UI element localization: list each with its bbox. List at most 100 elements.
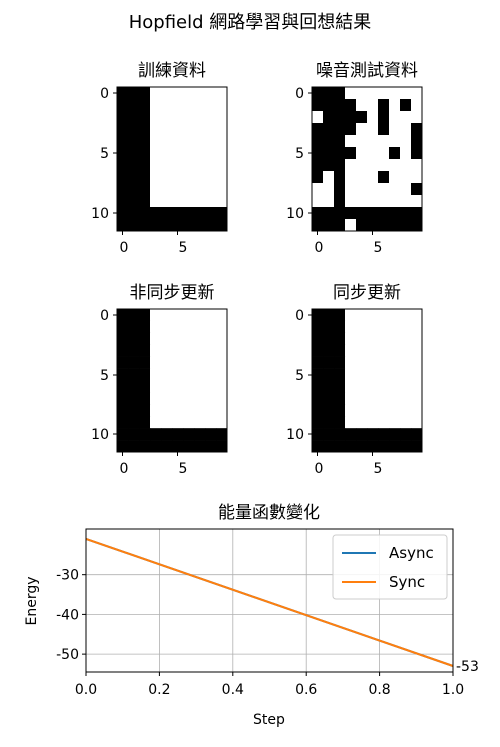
heatmap-cell <box>216 428 228 441</box>
heatmap-cell <box>356 428 368 441</box>
heatmap-cell <box>150 404 162 417</box>
heatmap-cell <box>216 380 228 393</box>
heatmap-cell <box>389 380 401 393</box>
heatmap-cell <box>128 380 140 393</box>
heatmap-cell <box>378 332 390 346</box>
heatmap-cell <box>334 368 346 381</box>
heatmap-cell <box>139 171 151 184</box>
heatmap-cell <box>356 87 368 100</box>
heatmap-cell <box>205 219 217 232</box>
heatmap-cell <box>139 344 151 357</box>
heatmap-cell <box>312 380 324 393</box>
panel-title: 同步更新 <box>333 283 401 303</box>
heatmap-cell <box>194 356 206 369</box>
heatmap-cell <box>411 356 423 369</box>
heatmap-cell <box>205 440 217 453</box>
heatmap-cell <box>205 135 217 148</box>
heatmap-cell <box>312 219 324 232</box>
heatmap-cell <box>389 416 401 429</box>
heatmap-cell <box>194 171 206 184</box>
heatmap-cell <box>205 123 217 136</box>
heatmap-cell <box>205 392 217 405</box>
heatmap-cell <box>334 171 346 184</box>
heatmap-cell <box>345 356 357 369</box>
heatmap-cell <box>312 309 324 322</box>
heatmap-cell <box>216 159 228 172</box>
heatmap-cell <box>161 111 173 124</box>
heatmap-cell <box>172 195 184 208</box>
heatmap-cell <box>128 135 140 148</box>
heatmap-cell <box>389 404 401 417</box>
x-tick-label: 0 <box>315 240 324 256</box>
panel-title: 非同步更新 <box>130 283 215 303</box>
heatmap-cell <box>334 135 346 148</box>
x-tick-label: 0 <box>120 461 129 477</box>
heatmap-cell <box>400 428 412 441</box>
heatmap-cell <box>389 356 401 369</box>
heatmap-cell <box>345 183 357 196</box>
heatmap-cell <box>205 87 217 100</box>
heatmap-cell <box>216 392 228 405</box>
heatmap-cell <box>378 171 390 184</box>
heatmap-cell <box>172 87 184 100</box>
heatmap-cell <box>161 195 173 208</box>
heatmap-cell <box>389 219 401 232</box>
heatmap-cell <box>411 392 423 405</box>
heatmap-cell <box>150 380 162 393</box>
heatmap-cell <box>411 207 423 220</box>
heatmap-cell <box>356 99 368 112</box>
heatmap-cell <box>161 87 173 100</box>
heatmap-cell <box>400 356 412 369</box>
heatmap-cell <box>389 332 401 346</box>
heatmap-cell <box>216 99 228 112</box>
series-lines <box>85 537 454 667</box>
heatmap-cell <box>367 368 379 381</box>
heatmap-cell <box>367 159 379 172</box>
heatmap-cell <box>378 99 390 112</box>
heatmap-cell <box>150 344 162 357</box>
heatmap-cell <box>183 207 195 220</box>
heatmap-cell <box>334 416 346 429</box>
heatmap-cell <box>150 428 162 441</box>
heatmap-cell <box>389 440 401 453</box>
heatmap-cell <box>172 440 184 453</box>
heatmap-cell <box>367 320 379 334</box>
heatmap-cell <box>367 428 379 441</box>
heatmap-cell <box>216 147 228 160</box>
heatmap-cell <box>216 416 228 429</box>
heatmap-cell <box>312 159 324 172</box>
heatmap-cell <box>183 195 195 208</box>
heatmap-cell <box>312 111 324 124</box>
heatmap-cell <box>216 309 228 322</box>
heatmap-cell <box>411 440 423 453</box>
heatmap-cell <box>216 135 228 148</box>
heatmap-cell <box>117 368 129 381</box>
heatmap-cell <box>128 171 140 184</box>
heatmap-cell <box>139 392 151 405</box>
heatmap-cell <box>183 332 195 346</box>
heatmap-cell <box>150 309 162 322</box>
heatmap-cell <box>128 87 140 100</box>
heatmap-cell <box>139 183 151 196</box>
heatmap-cell <box>323 99 335 112</box>
heatmap-cell <box>411 309 423 322</box>
heatmap-cell <box>172 392 184 405</box>
heatmap-cell <box>356 195 368 208</box>
heatmap-cell <box>345 320 357 334</box>
heatmap-cell <box>161 332 173 346</box>
heatmap-cell <box>345 159 357 172</box>
heatmap-cell <box>172 332 184 346</box>
heatmap-cell <box>334 195 346 208</box>
x-tick-label: 5 <box>374 461 383 477</box>
heatmap-cell <box>389 159 401 172</box>
heatmap-cell <box>183 219 195 232</box>
heatmap-cell <box>128 147 140 160</box>
heatmap-cell <box>345 392 357 405</box>
heatmap-cell <box>411 147 423 160</box>
heatmap-cell <box>117 344 129 357</box>
heatmap-cell <box>334 392 346 405</box>
heatmap-cell <box>183 320 195 334</box>
x-tick-label: 0.0 <box>75 682 97 698</box>
heatmap-cell <box>389 147 401 160</box>
heatmap-cell <box>367 195 379 208</box>
